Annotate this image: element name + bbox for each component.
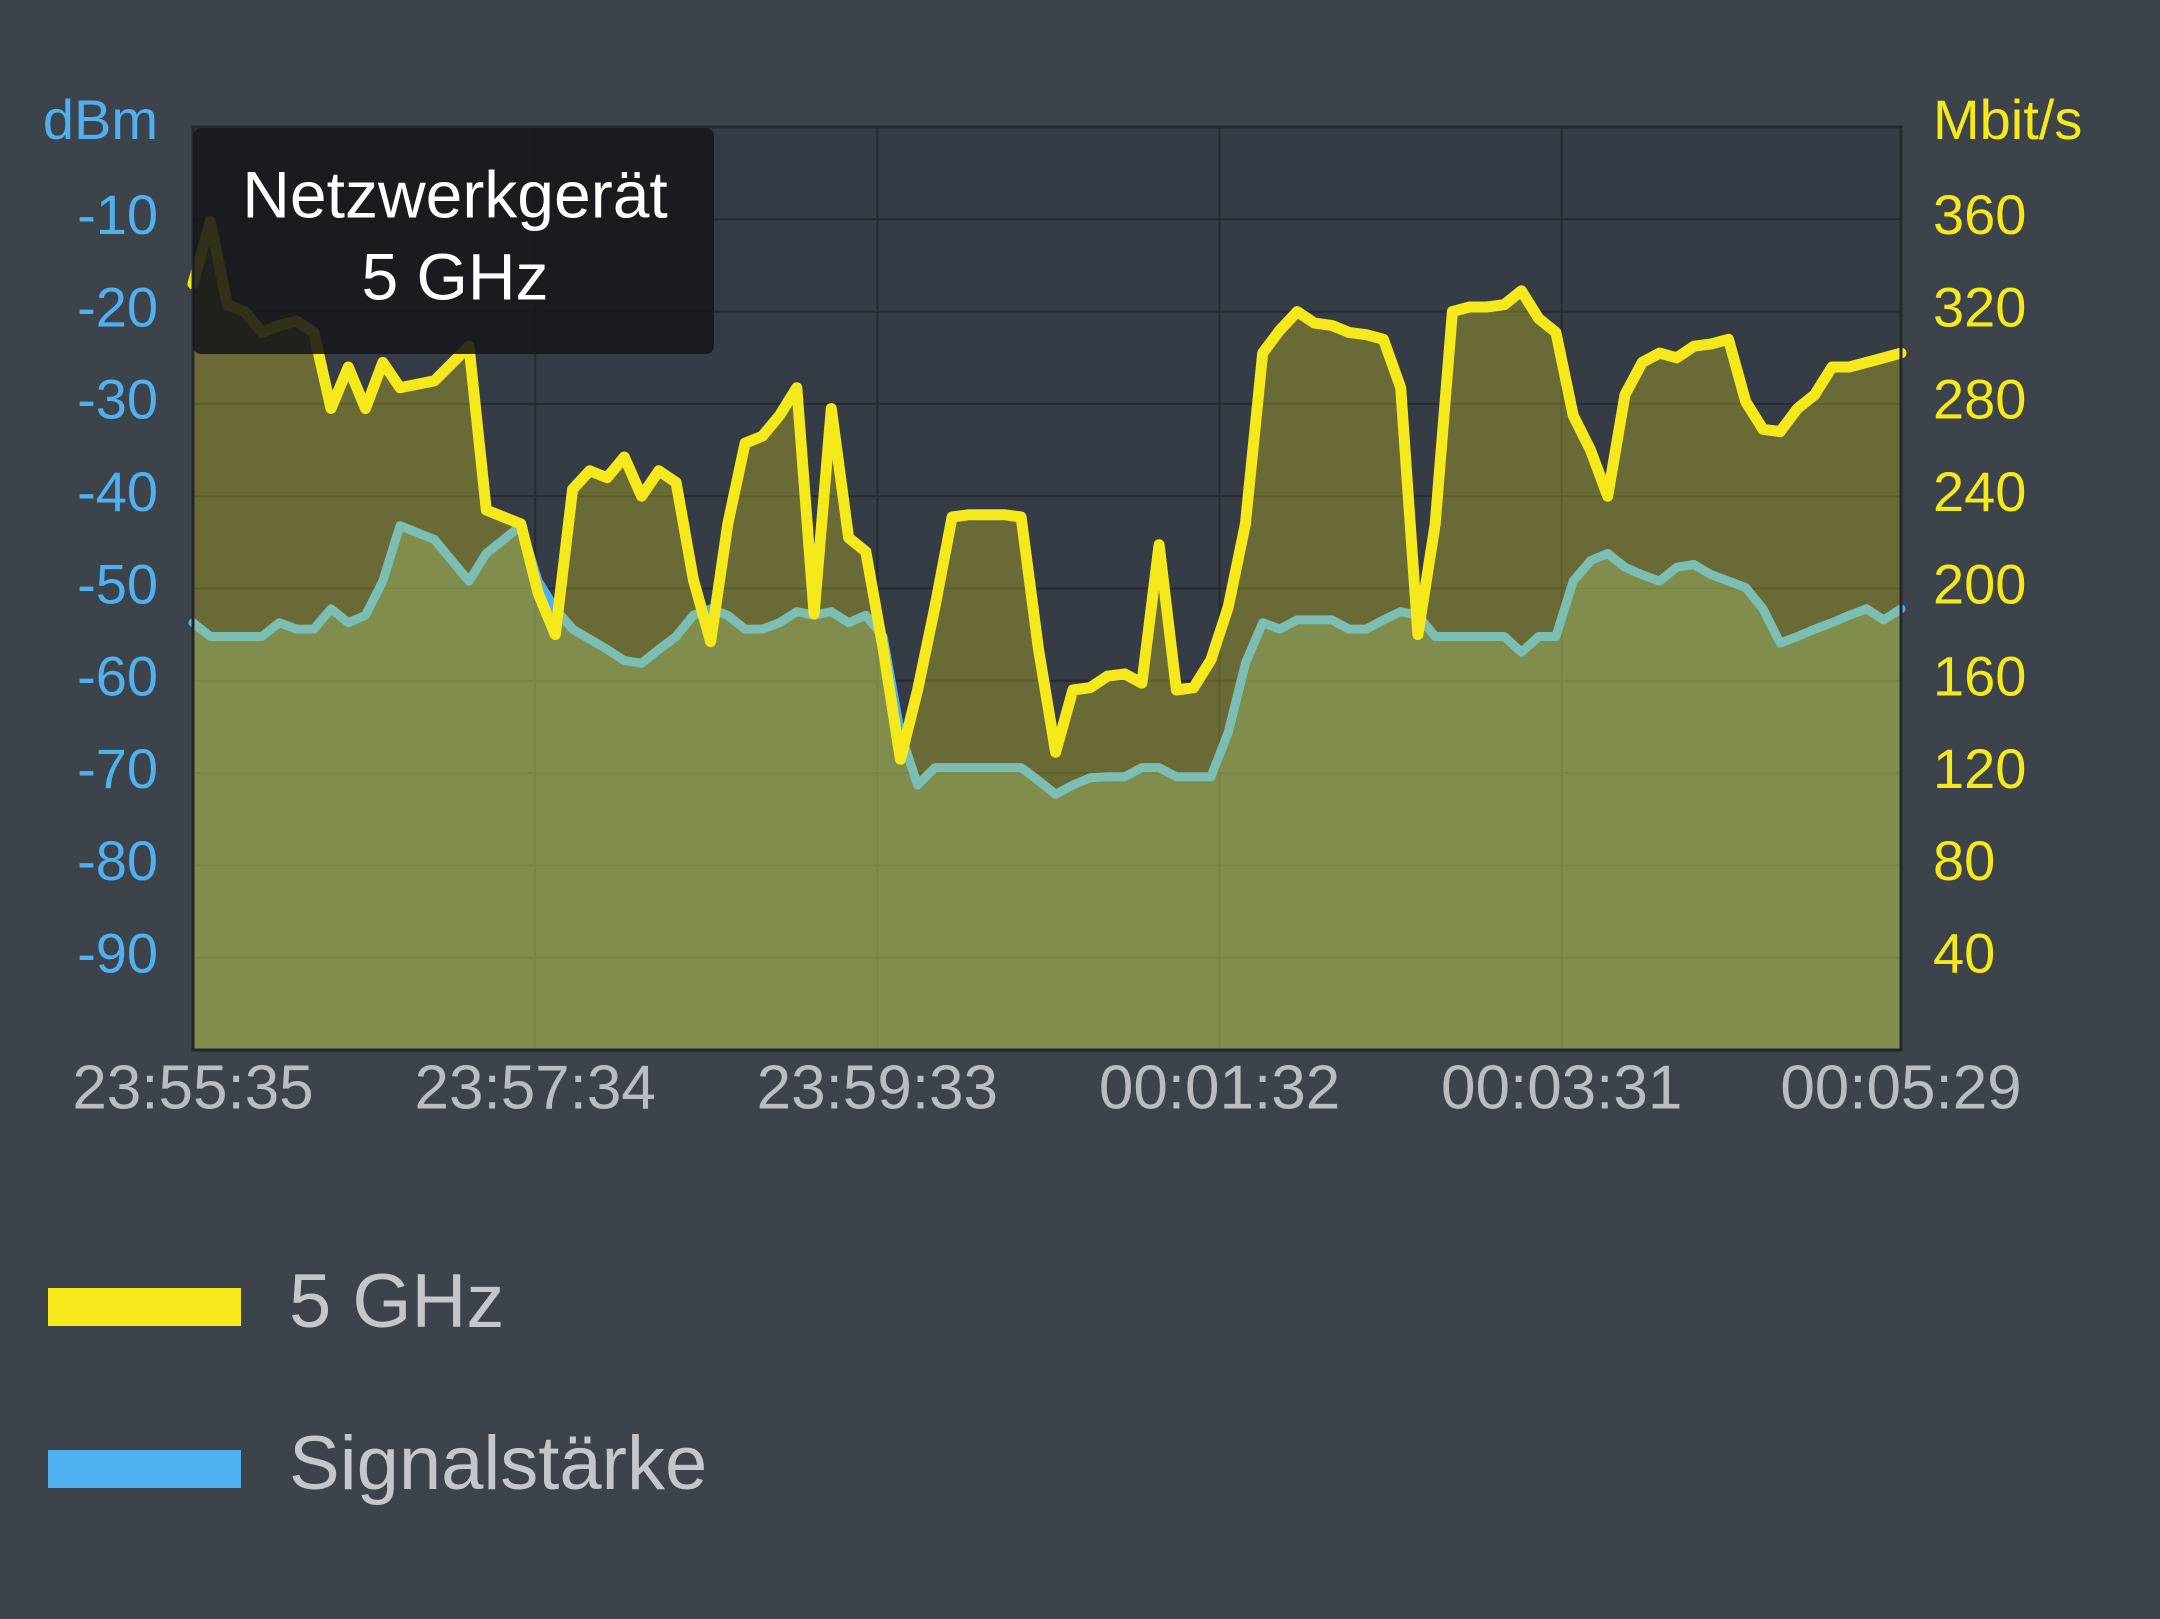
legend-swatch (48, 1288, 241, 1326)
y-tick-label: -60 (77, 645, 158, 708)
marks (187, 216, 1907, 1051)
y-tick-label: -80 (77, 829, 158, 892)
labels: dBm Mbit/s -10 -20 -30 -40 -50 -60 -70 -80 -90 36… (43, 88, 2083, 1123)
tooltip-line: 5 GHz (361, 239, 548, 313)
y2-tick-label: 280 (1933, 368, 2026, 431)
legend-label: Signalstärke (289, 1421, 707, 1506)
y-tick-label: -40 (77, 460, 158, 523)
y-tick-label: -30 (77, 368, 158, 431)
x-tick-label: 23:57:34 (415, 1053, 656, 1122)
y2-axis-label: Mbit/s (1933, 88, 2082, 151)
legend: 5 GHz Signalstärke (48, 1259, 707, 1506)
y-axis-label: dBm (43, 88, 158, 151)
legend-swatch (48, 1450, 241, 1488)
y2-tick-label: 320 (1933, 275, 2026, 338)
y2-tick-label: 240 (1933, 460, 2026, 523)
y2-tick-label: 80 (1933, 829, 1995, 892)
y2-tick-label: 40 (1933, 921, 1995, 984)
x-tick-label: 23:55:35 (72, 1053, 313, 1122)
line (187, 216, 1907, 765)
y2-tick-label: 160 (1933, 645, 2026, 708)
y2-tick-label: 200 (1933, 552, 2026, 615)
y-tick-label: -10 (77, 183, 158, 246)
tooltip: Netzwerkgerät 5 GHz (193, 128, 714, 354)
x-tick-label: 00:03:31 (1441, 1053, 1682, 1122)
x-tick-label: 00:01:32 (1099, 1053, 1340, 1122)
plot-border (191, 125, 1903, 1052)
tooltip-line: Netzwerkgerät (242, 157, 668, 231)
legend-label: 5 GHz (289, 1259, 504, 1344)
x-tick-label: 23:59:33 (757, 1053, 998, 1122)
y2-tick-label: 120 (1933, 737, 2026, 800)
tooltip-box (193, 128, 714, 354)
y-tick-label: -90 (77, 921, 158, 984)
area (193, 221, 1901, 1051)
line (188, 521, 1906, 799)
y2-tick-label: 360 (1933, 183, 2026, 246)
y-tick-label: -20 (77, 275, 158, 338)
x-tick-label: 00:05:29 (1780, 1053, 2021, 1122)
y-tick-label: -50 (77, 552, 158, 615)
y-tick-label: -70 (77, 737, 158, 800)
